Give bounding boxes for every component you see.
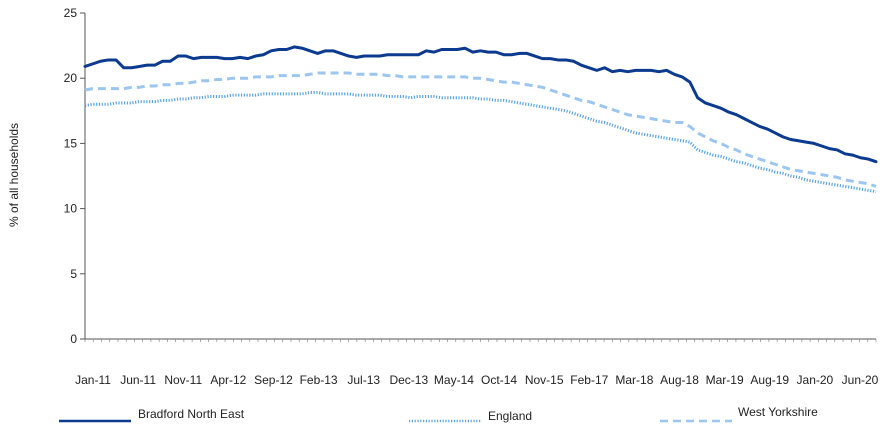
series-line-west-yorkshire [84,71,877,188]
x-tick-label: Dec-13 [389,373,428,387]
y-axis: 0 5 10 15 20 25 [64,6,86,346]
x-axis: Jan-11 Jun-11 Nov-11 Apr-12 Sep-12 Feb-13 Jul-… [75,338,879,387]
x-tick-label: Sep-12 [254,373,293,387]
x-tick-label: Feb-13 [300,373,338,387]
legend-item: Bradford North East [59,407,245,423]
x-tick-label: Jul-13 [347,373,380,387]
x-tick-label: Mar-19 [706,373,744,387]
legend-label: Bradford North East [138,407,245,421]
x-tick-label: Jan-11 [75,373,111,387]
series-layer [83,45,878,194]
y-axis-title: % of all households [7,123,21,227]
x-tick-label: Jun-11 [120,373,156,387]
x-tick-label: Feb-17 [570,373,608,387]
series-line-bradford-north-east [83,45,878,164]
y-tick-label: 5 [70,267,77,281]
y-tick-label: 15 [64,136,78,150]
series-line-england [84,91,877,194]
x-tick-label: Aug-18 [660,373,699,387]
x-tick-label: Apr-12 [210,373,246,387]
x-tick-label: Nov-11 [164,373,202,387]
x-tick-label: Oct-14 [481,373,517,387]
x-tick-label: Mar-18 [615,373,653,387]
legend-label: England [488,409,532,423]
legend-item: England [409,409,532,423]
x-tick-label: May-14 [434,373,474,387]
legend-item: West Yorkshire [660,405,818,423]
legend: Bradford North East England West Yorkshire [59,405,818,423]
y-tick-label: 25 [64,6,78,20]
x-tick-label: Jun-20 [842,373,879,387]
x-tick-label: Aug-19 [750,373,789,387]
y-tick-label: 20 [64,71,78,85]
x-tick-label: Jan-20 [797,373,834,387]
y-tick-label: 10 [64,202,78,216]
y-tick-label: 0 [70,332,77,346]
legend-label: West Yorkshire [738,405,818,419]
x-tick-label: Nov-15 [525,373,564,387]
